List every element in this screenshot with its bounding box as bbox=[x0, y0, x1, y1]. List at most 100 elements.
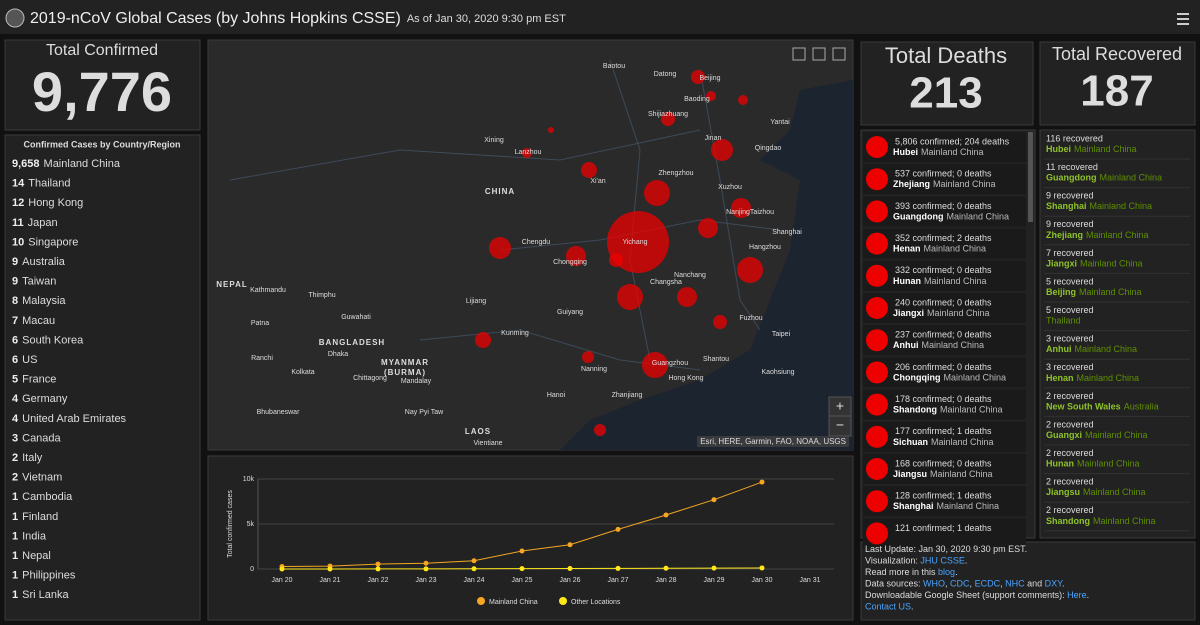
map-bubble[interactable] bbox=[711, 139, 733, 161]
list-row bbox=[863, 293, 1026, 323]
recovered-place: Beijing Mainland China bbox=[1046, 287, 1142, 297]
logo bbox=[5, 8, 25, 28]
map-label: Guangzhou bbox=[652, 360, 688, 367]
info-link[interactable]: blog bbox=[938, 567, 955, 577]
zoom-in[interactable]: + bbox=[836, 398, 844, 414]
menu-bar[interactable] bbox=[1177, 13, 1189, 15]
info-link[interactable]: ECDC bbox=[975, 579, 1001, 589]
info-text: . bbox=[1087, 590, 1090, 600]
header-title: 2019-nCoV Global Cases (by Johns Hopkins… bbox=[30, 10, 566, 27]
map-bubble[interactable] bbox=[706, 91, 716, 101]
menu-bar[interactable] bbox=[1177, 23, 1189, 25]
x-tick-label: Jan 26 bbox=[559, 577, 580, 584]
country-count: 8 bbox=[12, 295, 18, 307]
map-label: Taizhou bbox=[750, 209, 774, 216]
recovered-place: Thailand bbox=[1046, 316, 1081, 326]
death-text: 206 confirmed; 0 deaths bbox=[895, 362, 992, 372]
region: Jiangxi bbox=[893, 308, 924, 318]
x-tick-label: Jan 21 bbox=[319, 577, 340, 584]
data-point bbox=[615, 526, 621, 532]
country-count: 1 bbox=[12, 530, 18, 542]
recovered-text: 2 recovered bbox=[1046, 505, 1094, 515]
map-bubble[interactable] bbox=[698, 218, 718, 238]
info-link[interactable]: CDC bbox=[950, 579, 970, 589]
data-point bbox=[711, 497, 717, 503]
map-bubble[interactable] bbox=[661, 112, 675, 126]
country-name: Australia bbox=[22, 256, 66, 268]
info-link[interactable]: DXY bbox=[1045, 579, 1064, 589]
map-list[interactable] bbox=[812, 47, 826, 61]
scrollbar[interactable] bbox=[1028, 132, 1033, 222]
x-tick-label: Jan 30 bbox=[751, 577, 772, 584]
map-label: Fuzhou bbox=[739, 315, 762, 322]
map-bubble[interactable] bbox=[489, 237, 511, 259]
recovered-place: Guangxi Mainland China bbox=[1046, 430, 1148, 440]
country: Mainland China bbox=[1100, 173, 1163, 183]
map-label: Dhaka bbox=[328, 351, 348, 358]
map-bubble[interactable] bbox=[548, 127, 554, 133]
country-count: 6 bbox=[12, 334, 18, 346]
country-item: 10 Singapore bbox=[12, 236, 78, 248]
info-link[interactable]: JHU CSSE bbox=[920, 556, 965, 566]
map-bubble[interactable] bbox=[522, 148, 532, 158]
map-bubble[interactable] bbox=[738, 95, 748, 105]
map-label: Chongqing bbox=[553, 259, 587, 266]
map-basemap[interactable] bbox=[832, 47, 846, 61]
info-link[interactable]: NHC bbox=[1005, 579, 1025, 589]
country-count: 4 bbox=[12, 413, 19, 425]
map-label: Zhengzhou bbox=[658, 170, 693, 177]
y-axis-label: Total confirmed cases bbox=[227, 490, 234, 558]
info-link[interactable]: Here bbox=[1067, 590, 1087, 600]
panel bbox=[860, 41, 1034, 126]
list-icon bbox=[866, 522, 888, 545]
country: Mainland China bbox=[931, 437, 994, 447]
menu-icon[interactable] bbox=[1177, 13, 1189, 25]
map-bubble[interactable] bbox=[475, 332, 491, 348]
country-name: Malaysia bbox=[22, 295, 66, 307]
menu-bar[interactable] bbox=[1177, 18, 1189, 20]
map-bubble[interactable] bbox=[691, 70, 705, 84]
panel bbox=[1039, 41, 1196, 126]
map-bubble[interactable] bbox=[644, 180, 670, 206]
map-bubble[interactable] bbox=[617, 284, 643, 310]
recovered-text: 3 recovered bbox=[1046, 334, 1094, 344]
data-point bbox=[567, 565, 573, 571]
country-count: 7 bbox=[12, 315, 18, 327]
country-name: Nepal bbox=[22, 550, 51, 562]
info-link[interactable]: WHO bbox=[923, 579, 945, 589]
map-label: Kathmandu bbox=[250, 287, 286, 294]
map-bubble[interactable] bbox=[582, 351, 594, 363]
map-label: Shantou bbox=[703, 356, 729, 363]
country-item: 11 Japan bbox=[12, 217, 58, 229]
recovered-place: Guangdong Mainland China bbox=[1046, 173, 1162, 183]
map-bubble[interactable] bbox=[642, 352, 668, 378]
country: Mainland China bbox=[1077, 459, 1140, 469]
info-link[interactable]: Contact US bbox=[865, 602, 911, 612]
map-bubble[interactable] bbox=[566, 246, 586, 266]
list-icon bbox=[866, 168, 888, 191]
death-place: Sichuan Mainland China bbox=[893, 437, 994, 447]
list-row bbox=[863, 454, 1026, 484]
map-bubble[interactable] bbox=[594, 424, 606, 436]
map-road bbox=[229, 129, 701, 181]
country: Mainland China bbox=[937, 502, 1000, 512]
map-bubble[interactable] bbox=[737, 257, 763, 283]
map-label: Guiyang bbox=[557, 309, 583, 316]
map-bubble[interactable] bbox=[581, 162, 597, 178]
country-name: Sri Lanka bbox=[22, 589, 69, 601]
map-bubble[interactable] bbox=[677, 287, 697, 307]
map-bookmark[interactable] bbox=[792, 47, 806, 61]
map-label: Datong bbox=[654, 71, 677, 78]
info-text: Last Update: Jan 30, 2020 9:30 pm EST. bbox=[865, 544, 1027, 554]
info-text: , bbox=[945, 579, 950, 589]
zoom-out[interactable]: − bbox=[836, 417, 844, 433]
map-bubble[interactable] bbox=[731, 198, 751, 218]
map-label: Hanoi bbox=[547, 392, 566, 399]
list-row bbox=[863, 228, 1026, 259]
info-line: Data sources: WHO, CDC, ECDC, NHC and DX… bbox=[865, 579, 1065, 589]
map-bubble[interactable] bbox=[713, 315, 727, 329]
map-label: Zhanjiang bbox=[612, 392, 643, 399]
data-point bbox=[567, 542, 573, 548]
list-icon bbox=[866, 297, 888, 319]
map-bubble[interactable] bbox=[609, 253, 623, 267]
